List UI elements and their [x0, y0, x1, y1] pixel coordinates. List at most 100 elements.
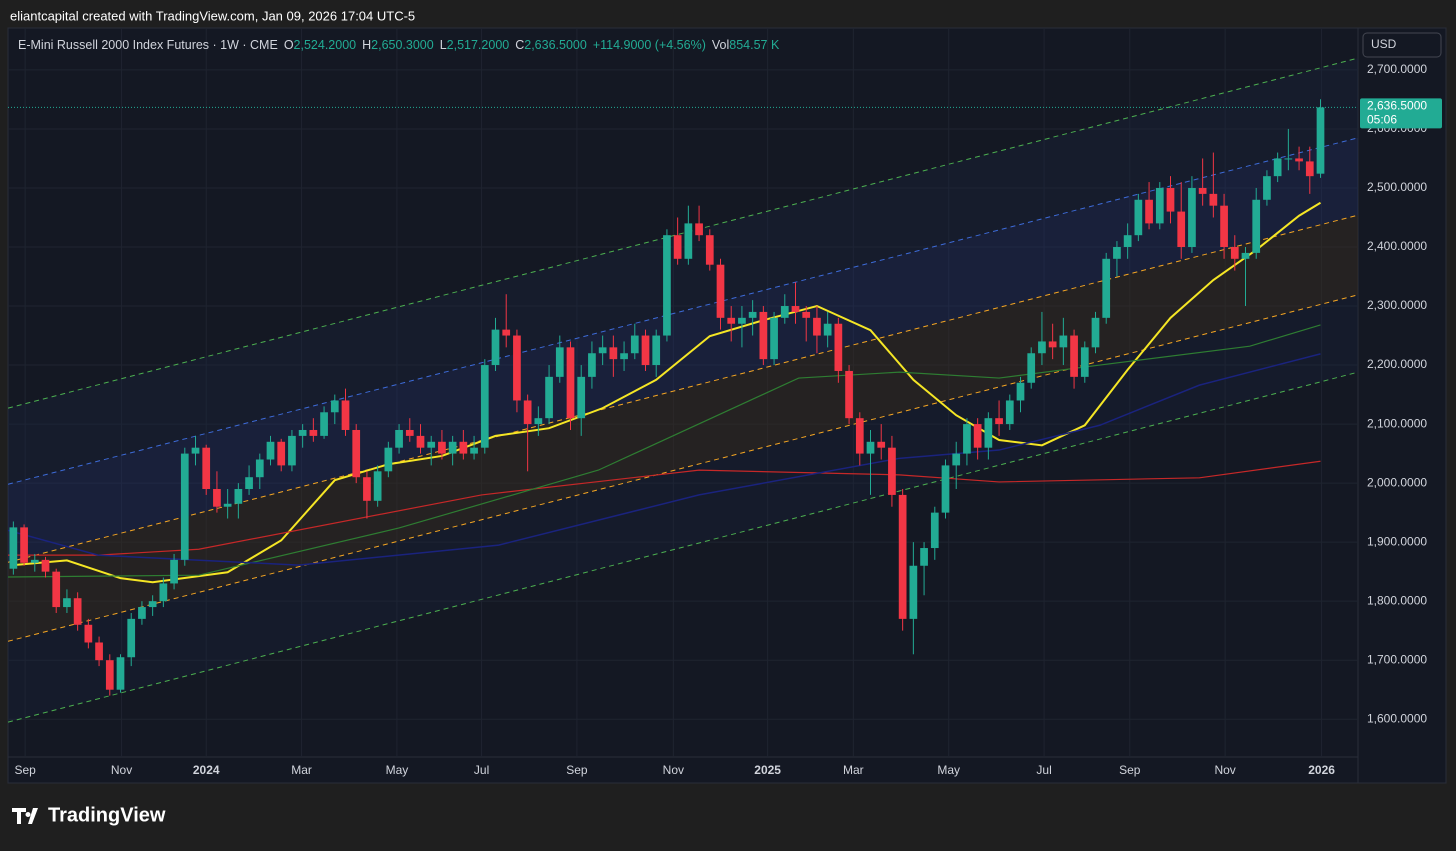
x-tick-label: Nov [663, 763, 684, 777]
candle-body [245, 477, 253, 490]
candle-body [73, 598, 82, 625]
candle-body [9, 527, 18, 569]
x-tick-label: 2026 [1308, 763, 1335, 777]
candle-body [234, 489, 243, 504]
candle-body [309, 429, 318, 436]
candle-body [63, 598, 71, 608]
candle-body [470, 447, 478, 454]
channel-fill [8, 137, 1358, 563]
y-tick-label: 2,500.0000 [1367, 180, 1427, 194]
candle-body [1027, 353, 1036, 383]
y-tick-label: 2,200.0000 [1367, 357, 1427, 371]
candle-body [405, 429, 414, 436]
candle-body [802, 311, 811, 318]
candle-body [877, 441, 886, 448]
candle-body [330, 400, 339, 413]
y-tick-label: 2,700.0000 [1367, 62, 1427, 76]
candle-body [845, 370, 853, 419]
candle-body [1209, 193, 1218, 206]
candle-body [52, 571, 61, 608]
currency[interactable]: USD [1371, 37, 1397, 51]
candle-body [1263, 176, 1271, 200]
candle-body [1145, 199, 1153, 224]
channel-line [8, 137, 1358, 485]
y-tick-label: 1,800.0000 [1367, 593, 1427, 607]
candle-body [1005, 400, 1014, 425]
candle-body [213, 489, 221, 507]
candle-body [705, 235, 714, 265]
candle-body [695, 223, 703, 236]
candle-body [920, 548, 928, 566]
x-tick-label: May [386, 763, 409, 777]
legend: E-Mini Russell 2000 Index Futures · 1W ·… [18, 38, 780, 52]
x-tick-label: 2024 [193, 763, 220, 777]
o-key: O [284, 38, 294, 52]
channel-fill [8, 58, 1358, 485]
candle-body [502, 329, 511, 336]
byline: eliantcapital created with TradingView.c… [10, 8, 415, 23]
candle-body [191, 447, 200, 454]
y-tick-label: 2,100.0000 [1367, 416, 1427, 430]
candle-body [513, 335, 521, 401]
candle-body [95, 642, 103, 661]
h-val: 2,650.3000 [371, 38, 434, 52]
candle-body [598, 347, 607, 354]
candle-body [255, 459, 264, 478]
candle-body [963, 424, 971, 454]
candle-body [1048, 341, 1057, 348]
candle-body [930, 512, 939, 549]
candle-body [780, 306, 789, 318]
candle-body [1166, 187, 1175, 212]
candle-body [363, 477, 371, 501]
candle-body [759, 311, 768, 360]
candle-body [973, 424, 982, 448]
candle-body [373, 471, 382, 501]
candle-body [41, 559, 50, 572]
candle-body [641, 335, 650, 366]
candle-body [148, 601, 157, 608]
candle-body [1059, 335, 1068, 348]
candle-body [1252, 199, 1261, 253]
candle-body [1220, 205, 1228, 247]
candle-body [555, 347, 564, 377]
x-tick-label: Sep [14, 763, 36, 777]
candle-body [1123, 235, 1132, 247]
moving-average [8, 460, 1321, 556]
y-tick-label: 1,700.0000 [1367, 652, 1427, 666]
y-tick-label: 2,400.0000 [1367, 239, 1427, 253]
candle-body [1305, 161, 1314, 177]
channel-line [8, 371, 1358, 723]
candle-body [1134, 199, 1143, 236]
candle-body [491, 329, 500, 366]
x-tick-label: Mar [843, 763, 864, 777]
moving-average [13, 201, 1322, 584]
ohlc-legend: E-Mini Russell 2000 Index Futures · 1W ·… [18, 38, 780, 52]
candle-body [352, 429, 361, 478]
candle-body [202, 447, 211, 490]
candle-body [116, 657, 125, 690]
candle-body [341, 400, 350, 430]
l-key: L [440, 38, 447, 52]
x-tick-label: Sep [566, 763, 588, 777]
candle-body [909, 565, 918, 619]
candle-body [438, 441, 446, 454]
moving-average [8, 353, 1321, 566]
price-tag [1360, 98, 1442, 129]
candle-body [180, 453, 189, 560]
candle-body [170, 559, 178, 584]
x-tick-label: Jul [474, 763, 489, 777]
candle-body [855, 418, 864, 454]
candle-body [266, 441, 275, 460]
currency-button[interactable] [1362, 32, 1442, 58]
c-val: 2,636.5000 [524, 38, 587, 52]
candle-body [416, 435, 425, 448]
candle-body [1198, 187, 1207, 194]
countdown: 05:06 [1367, 113, 1397, 127]
candle-body [138, 607, 146, 619]
candle-body [738, 317, 746, 324]
candle-body [20, 527, 28, 563]
x-tick-label: May [937, 763, 960, 777]
brand-logo [12, 808, 38, 824]
candle-body [1177, 211, 1186, 247]
